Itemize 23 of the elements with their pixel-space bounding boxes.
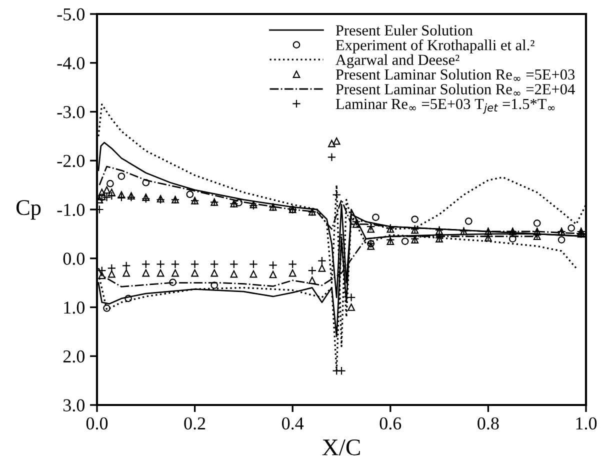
- y-tick-label: -4.0: [57, 57, 85, 70]
- x-tick-label: 0.2: [184, 417, 206, 430]
- y-tick-label: 1.0: [64, 302, 85, 314]
- x-axis-title: X/C: [322, 439, 360, 456]
- legend-label: Laminar Re$_{∞}$ =5E+03 T$_{jet}$ =1.5*T$_{∞}$: [336, 98, 555, 114]
- x-tick-label: 0.8: [478, 417, 499, 430]
- legend-label: Experiment of Krothapalli et al.²: [336, 39, 534, 54]
- y-tick-label: -5.0: [57, 8, 85, 21]
- x-tick-label: 0.6: [380, 417, 402, 430]
- x-tick-label: 0.4: [282, 417, 304, 430]
- y-tick-label: -2.0: [57, 154, 85, 168]
- y-tick-label: 3.0: [63, 399, 85, 412]
- legend-label: Present Laminar Solution Re$_{∞}$ =2E+04: [336, 84, 575, 96]
- y-tick-label: 0.0: [63, 252, 85, 265]
- y-tick-label: 2.0: [63, 350, 85, 363]
- x-tick-label: 0.0: [86, 417, 108, 430]
- x-tick-label: 1.0: [576, 417, 597, 430]
- y-tick-label: -1.0: [57, 204, 85, 216]
- legend-label: Present Laminar Solution Re$_{∞}$ =5E+03: [336, 68, 575, 81]
- legend-label: Agarwal and Deese²: [336, 54, 460, 68]
- y-tick-label: -3.0: [57, 106, 85, 118]
- legend-label: Present Euler Solution: [336, 24, 473, 36]
- y-axis-title: Cp: [16, 200, 41, 220]
